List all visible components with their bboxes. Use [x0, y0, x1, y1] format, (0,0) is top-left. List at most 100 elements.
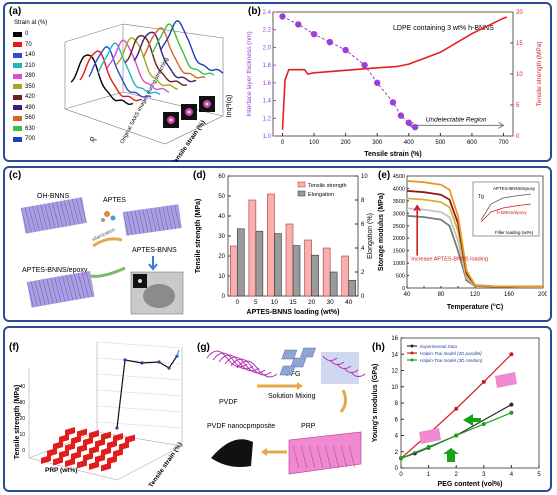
lattice-line — [46, 278, 54, 304]
grid-line — [96, 389, 183, 397]
prp-texture — [340, 445, 348, 469]
y-tick-label: 8 — [395, 401, 399, 407]
modulus-curve — [406, 180, 543, 288]
panel-e-xlabel: Temperature (°C) — [447, 303, 503, 311]
x-tick-label: 15 — [289, 299, 297, 306]
lattice-line — [81, 272, 89, 298]
yleft-tick-label: 1.8 — [263, 63, 272, 69]
peak-point — [123, 358, 127, 362]
yleft-tick-label: 30 — [218, 234, 225, 240]
grid-line — [96, 373, 183, 381]
strength-slab — [53, 441, 63, 450]
strength-slab — [89, 430, 99, 439]
model-slab — [495, 372, 517, 388]
strain-legend-item: 700 — [13, 134, 35, 145]
saxs-curve — [97, 42, 161, 96]
diffraction-spot — [138, 279, 142, 283]
y-tick-label: 500 — [396, 274, 405, 280]
strength-slab — [77, 428, 87, 438]
prp-texture — [308, 445, 316, 469]
aptes-bnns-sheet — [122, 204, 182, 236]
saxs-center-dot — [187, 110, 191, 114]
legend-swatch — [13, 42, 22, 48]
silanization-arrow — [92, 237, 123, 248]
bnns-sheet — [21, 197, 87, 234]
panel-d-xlabel: APTES-BNNS loading (wt%) — [247, 309, 340, 316]
strength-slab — [65, 427, 75, 436]
aptes-molecule-atom — [110, 215, 116, 221]
x-tick-label: 20 — [308, 299, 316, 306]
strength-slab — [59, 449, 69, 459]
lattice-line — [24, 207, 32, 233]
elongation-bar — [348, 280, 357, 297]
saxs-curve — [70, 54, 134, 106]
y-tick-label: 12 — [391, 369, 398, 375]
increase-arrow — [413, 204, 421, 256]
lattice-line — [68, 199, 75, 225]
inset-xlabel: Filler loading (wt%) — [495, 230, 534, 235]
legend-swatch — [13, 115, 22, 121]
yleft-tick-label: 2.2 — [263, 28, 272, 34]
panel-label-d: (d) — [193, 170, 206, 181]
legend-label: 280 — [25, 73, 36, 80]
interface-thickness-point — [405, 119, 412, 126]
pvdf-chain — [218, 354, 260, 372]
lattice-line — [26, 281, 34, 308]
interface-thickness-point — [342, 46, 349, 54]
yleft-tick-label: 20 — [218, 254, 225, 260]
epoxy-bnns-sheet — [26, 270, 95, 308]
panel-b-chart: 0 100 200 300 400 500 600 7001.01.21.41.61.82.0… — [246, 10, 543, 158]
z-tick-label: 10 — [19, 432, 25, 438]
y-tick-label: 3000 — [393, 211, 405, 217]
lattice-line — [130, 210, 137, 235]
lattice-line — [74, 273, 81, 299]
x-tick-label: 0 — [281, 140, 285, 146]
strength-slab — [101, 431, 111, 441]
panel-e-ylabel: Storage modulus (MPa) — [378, 193, 385, 271]
strain-legend-item: 210 — [13, 61, 35, 72]
saxs-curve — [124, 34, 188, 87]
legend-label: 630 — [25, 125, 36, 132]
lattice-line — [62, 275, 70, 302]
lattice-line — [142, 209, 149, 233]
legend-label: 490 — [25, 104, 36, 111]
lattice-line — [170, 205, 177, 229]
z-tick-label: 0 — [22, 448, 25, 454]
model-arrow — [463, 414, 481, 426]
pvdf-chain — [230, 358, 272, 376]
saxs-curve — [160, 20, 224, 74]
yleft-tick-label: 2.0 — [263, 45, 272, 51]
y-tick-label: 3500 — [393, 199, 405, 205]
elongation-bar — [292, 245, 301, 297]
lattice-line — [146, 208, 153, 233]
saxs-curve — [88, 46, 152, 98]
strength-slab — [107, 455, 117, 465]
strength-slab — [89, 461, 99, 470]
legend-swatch — [13, 136, 22, 142]
undetectable-label: Undetectable Region — [426, 116, 487, 123]
bnns-sheet — [27, 270, 95, 308]
tem-sheet — [143, 284, 175, 308]
strength-slab — [113, 448, 123, 458]
x-tick-label: 10 — [271, 299, 279, 306]
strength-slab — [107, 440, 117, 449]
prp-texture — [300, 445, 308, 469]
yright-tick-label: 0 — [361, 294, 365, 300]
panel-f-depth-label: PRP (wt%) — [45, 467, 77, 474]
inset-line1-label: APTES-BNNS/epoxy — [493, 186, 536, 191]
mixed-chain — [322, 355, 338, 362]
legend-label: 560 — [25, 115, 36, 122]
y-tick-label: 1500 — [393, 249, 405, 255]
interface-thickness-point — [361, 61, 368, 69]
modulus-point — [399, 456, 403, 461]
y-tick-label: 4500 — [393, 174, 405, 180]
panel-label-b: (b) — [248, 6, 261, 17]
panel-a-axes-box — [64, 23, 224, 145]
strength-slab — [101, 462, 111, 472]
modulus-line — [400, 353, 512, 459]
saxs-curve — [106, 39, 170, 93]
lattice-line — [20, 207, 28, 234]
down-arrow — [339, 389, 348, 413]
panel-a-ylabel: Inq²I(q) — [226, 95, 233, 118]
pvdf-nanocomposite-label: PVDF nanocpmposite — [207, 423, 275, 430]
